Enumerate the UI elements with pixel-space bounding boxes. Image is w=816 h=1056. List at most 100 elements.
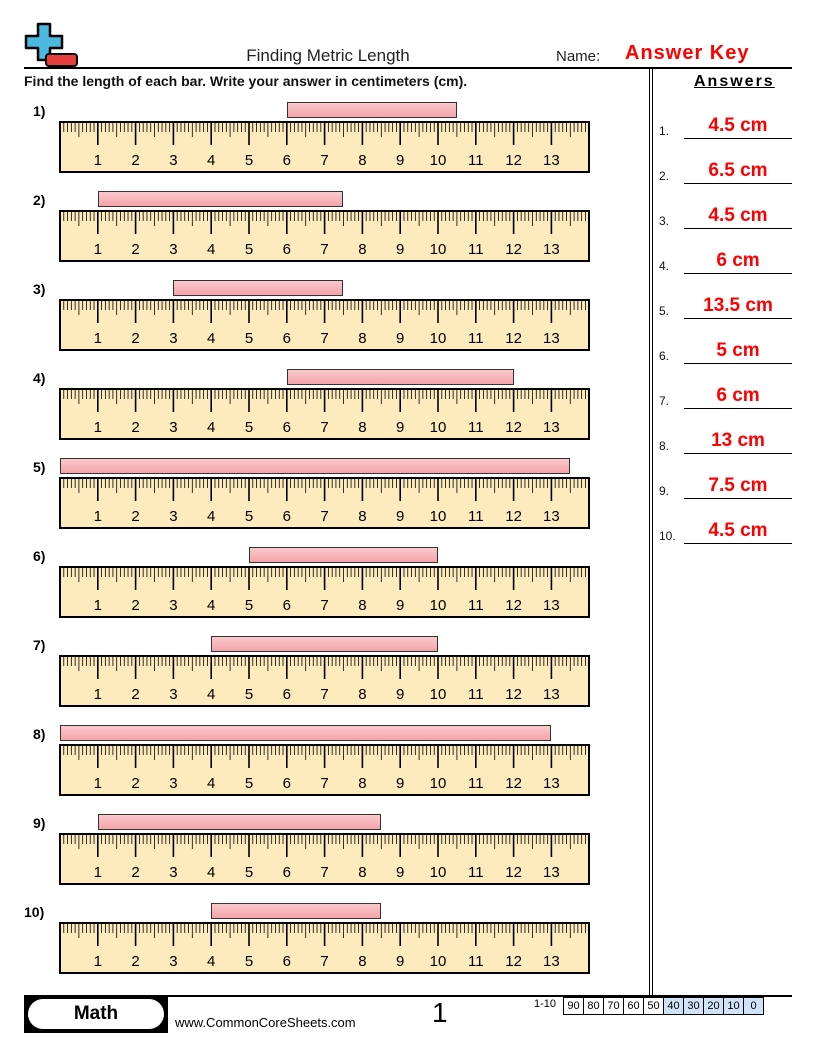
ruler-label: 12	[505, 508, 522, 525]
ruler-label: 6	[283, 953, 291, 970]
problem-number: 1)	[33, 103, 46, 119]
ruler-label: 1	[94, 419, 102, 436]
problem-number: 3)	[33, 281, 46, 297]
answer-line	[684, 543, 792, 544]
ruler-label: 10	[430, 241, 447, 258]
ruler-label: 3	[169, 241, 177, 258]
ruler-label: 9	[396, 864, 404, 881]
ruler: 1 2 3 4 5 6 7 8 9 10 11 12 13	[59, 655, 590, 707]
ruler-label: 13	[543, 152, 560, 169]
score-cell: 60	[623, 997, 644, 1015]
ruler-label: 8	[358, 152, 366, 169]
measure-bar	[211, 903, 382, 919]
answer-value: 13.5 cm	[703, 295, 773, 316]
ruler-label: 6	[283, 330, 291, 347]
ruler-label: 2	[131, 419, 139, 436]
ruler-label: 1	[94, 686, 102, 703]
ruler-label: 7	[320, 419, 328, 436]
logo-icon	[24, 22, 78, 67]
ruler-label: 1	[94, 597, 102, 614]
ruler-label: 1	[94, 330, 102, 347]
score-cell: 70	[603, 997, 624, 1015]
measure-bar	[173, 280, 344, 296]
answer-line	[684, 138, 792, 139]
ruler-label: 11	[468, 597, 484, 614]
ruler-label: 4	[207, 241, 215, 258]
answer-line	[684, 408, 792, 409]
problem-number: 4)	[33, 370, 46, 386]
answer-number: 5.	[659, 304, 670, 318]
answer-line	[684, 183, 792, 184]
ruler-label: 1	[94, 953, 102, 970]
score-table: 90 80 70 60 50 40 30 20 10 0	[563, 997, 764, 1015]
ruler-label: 8	[358, 508, 366, 525]
ruler-label: 13	[543, 597, 560, 614]
answer-value: 6.5 cm	[708, 160, 768, 181]
ruler-label: 10	[430, 508, 447, 525]
ruler-label: 5	[245, 419, 253, 436]
ruler-label: 10	[430, 864, 447, 881]
ruler-label: 12	[505, 330, 522, 347]
ruler-label: 8	[358, 953, 366, 970]
ruler-label: 3	[169, 953, 177, 970]
ruler-label: 8	[358, 864, 366, 881]
answer-number: 1.	[659, 124, 670, 138]
footer-divider	[24, 995, 792, 997]
ruler: 1 2 3 4 5 6 7 8 9 10 11 12 13	[59, 566, 590, 618]
ruler-label: 2	[131, 953, 139, 970]
ruler-label: 3	[169, 419, 177, 436]
ruler-label: 5	[245, 953, 253, 970]
score-cell: 40	[663, 997, 684, 1015]
ruler: 1 2 3 4 5 6 7 8 9 10 11 12 13	[59, 388, 590, 440]
ruler-label: 7	[320, 508, 328, 525]
ruler-label: 4	[207, 419, 215, 436]
ruler-label: 12	[505, 241, 522, 258]
name-label: Name:	[556, 48, 601, 65]
ruler-label: 5	[245, 330, 253, 347]
measure-bar	[286, 369, 514, 385]
ruler-label: 12	[505, 419, 522, 436]
ruler-label: 7	[320, 330, 328, 347]
answer-value: 4.5 cm	[708, 205, 768, 226]
ruler-label: 7	[320, 241, 328, 258]
ruler-label: 4	[207, 597, 215, 614]
ruler-label: 2	[131, 241, 139, 258]
score-cell: 80	[583, 997, 604, 1015]
answer-line	[684, 363, 792, 364]
ruler-label: 5	[245, 597, 253, 614]
ruler-label: 9	[396, 241, 404, 258]
ruler-label: 12	[505, 686, 522, 703]
ruler-label: 3	[169, 864, 177, 881]
ruler-label: 11	[468, 241, 484, 258]
ruler-label: 7	[320, 864, 328, 881]
ruler-label: 4	[207, 330, 215, 347]
ruler-label: 9	[396, 508, 404, 525]
ruler-label: 3	[169, 597, 177, 614]
problem-number: 8)	[33, 726, 46, 742]
ruler: 1 2 3 4 5 6 7 8 9 10 11 12 13	[59, 121, 590, 173]
ruler-label: 4	[207, 864, 215, 881]
ruler-label: 3	[169, 330, 177, 347]
measure-bar	[60, 458, 571, 474]
ruler: 1 2 3 4 5 6 7 8 9 10 11 12 13	[59, 744, 590, 796]
answer-value: 7.5 cm	[708, 475, 768, 496]
answer-value: 6 cm	[716, 250, 760, 271]
ruler-label: 11	[468, 864, 484, 881]
ruler: 1 2 3 4 5 6 7 8 9 10 11 12 13	[59, 833, 590, 885]
answers-title: Answers	[694, 73, 775, 90]
measure-bar	[211, 636, 438, 652]
ruler-label: 9	[396, 953, 404, 970]
ruler-label: 9	[396, 419, 404, 436]
ruler-label: 12	[505, 953, 522, 970]
ruler-label: 5	[245, 508, 253, 525]
ruler-label: 4	[207, 686, 215, 703]
ruler-label: 11	[468, 330, 484, 347]
ruler-label: 9	[396, 330, 404, 347]
ruler-label: 13	[543, 241, 560, 258]
ruler-label: 7	[320, 953, 328, 970]
measure-bar	[286, 102, 457, 118]
ruler-label: 3	[169, 152, 177, 169]
score-cell: 20	[703, 997, 724, 1015]
column-divider	[649, 69, 653, 995]
